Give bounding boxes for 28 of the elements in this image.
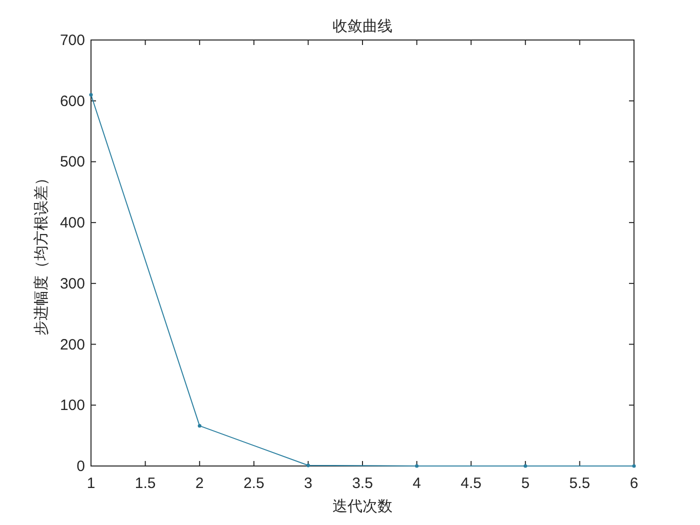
x-tick-label: 1: [86, 475, 96, 492]
x-tick-label: 1.5: [134, 475, 156, 492]
x-tick-label: 3.5: [352, 475, 373, 492]
x-axis-title: 迭代次数: [332, 498, 392, 515]
y-tick-label: 0: [76, 458, 85, 475]
point: [415, 464, 419, 468]
x-tick-label: 3: [304, 475, 312, 492]
point: [306, 464, 310, 468]
y-tick-label: 400: [60, 214, 85, 232]
chart-title: 收敛曲线: [332, 18, 392, 35]
y-tick-label: 300: [60, 275, 85, 292]
x-tick-label: 5: [521, 475, 530, 492]
x-tick-label: 4: [412, 475, 421, 492]
y-tick-label: 100: [60, 397, 85, 414]
y-tick-label: 700: [60, 32, 85, 49]
y-tick-label: 600: [60, 92, 85, 110]
x-tick-label: 5.5: [569, 475, 590, 492]
y-axis-title: 步进幅度（均方根误差）: [33, 170, 50, 336]
x-tick-label: 4.5: [460, 475, 482, 492]
y-tick-label: 200: [60, 336, 85, 354]
point: [524, 464, 528, 468]
point: [632, 464, 636, 468]
point: [89, 92, 93, 97]
point: [198, 424, 202, 428]
x-tick-label: 2: [195, 475, 204, 492]
y-tick-label: 500: [60, 154, 85, 171]
x-tick-label: 6: [630, 475, 638, 492]
x-tick-label: 2.5: [243, 475, 264, 492]
